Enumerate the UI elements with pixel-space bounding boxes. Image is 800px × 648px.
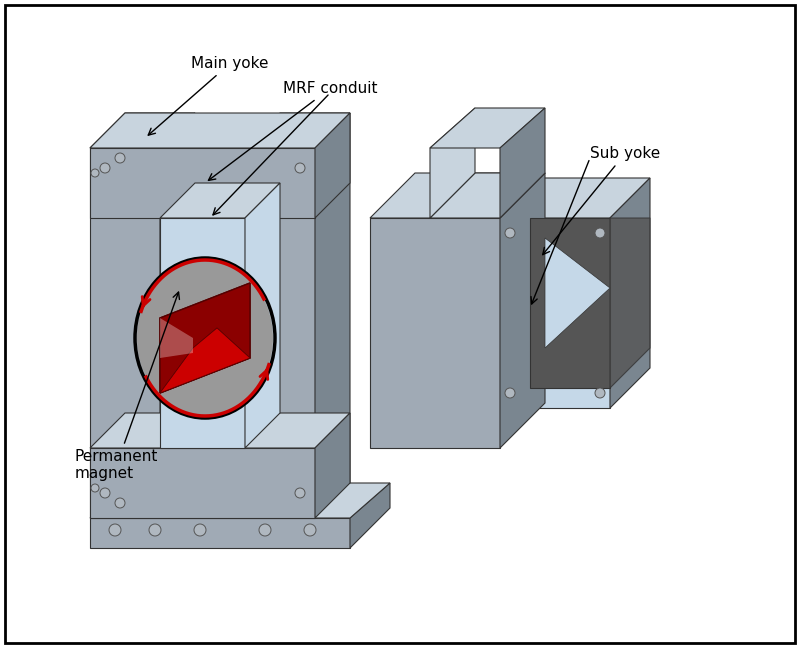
- Circle shape: [100, 488, 110, 498]
- Text: Main yoke: Main yoke: [148, 56, 269, 135]
- Polygon shape: [315, 113, 350, 518]
- Circle shape: [295, 163, 305, 173]
- Polygon shape: [160, 283, 250, 393]
- Circle shape: [100, 163, 110, 173]
- Text: Sub yoke: Sub yoke: [542, 146, 660, 255]
- Circle shape: [304, 524, 316, 536]
- Polygon shape: [160, 183, 280, 218]
- Polygon shape: [500, 173, 545, 448]
- Circle shape: [259, 524, 271, 536]
- Ellipse shape: [137, 260, 273, 416]
- Polygon shape: [430, 173, 545, 218]
- Circle shape: [115, 153, 125, 163]
- Polygon shape: [90, 148, 315, 218]
- Polygon shape: [545, 238, 610, 348]
- Circle shape: [91, 484, 99, 492]
- Polygon shape: [490, 178, 650, 218]
- Polygon shape: [90, 448, 315, 518]
- Circle shape: [505, 388, 515, 398]
- Circle shape: [194, 524, 206, 536]
- Polygon shape: [430, 108, 545, 148]
- Polygon shape: [90, 113, 195, 148]
- Polygon shape: [90, 518, 350, 548]
- Polygon shape: [160, 283, 250, 393]
- Circle shape: [149, 524, 161, 536]
- Polygon shape: [160, 318, 193, 358]
- Polygon shape: [160, 113, 195, 518]
- Polygon shape: [90, 113, 350, 148]
- Polygon shape: [160, 328, 250, 393]
- Circle shape: [91, 169, 99, 177]
- Polygon shape: [245, 183, 280, 448]
- Polygon shape: [160, 218, 245, 448]
- Circle shape: [295, 488, 305, 498]
- Polygon shape: [245, 148, 315, 518]
- Polygon shape: [245, 113, 350, 148]
- Circle shape: [595, 228, 605, 238]
- Polygon shape: [500, 108, 545, 218]
- Polygon shape: [610, 178, 650, 408]
- Polygon shape: [90, 148, 160, 518]
- Circle shape: [115, 498, 125, 508]
- Polygon shape: [90, 483, 390, 518]
- Polygon shape: [370, 173, 545, 218]
- Circle shape: [595, 388, 605, 398]
- Polygon shape: [90, 413, 350, 448]
- Polygon shape: [370, 218, 500, 448]
- Polygon shape: [350, 483, 390, 548]
- Circle shape: [505, 228, 515, 238]
- Polygon shape: [430, 108, 475, 218]
- Polygon shape: [315, 113, 350, 218]
- Polygon shape: [610, 218, 650, 388]
- Polygon shape: [490, 218, 610, 408]
- Polygon shape: [315, 413, 350, 518]
- Text: Permanent
magnet: Permanent magnet: [75, 292, 179, 481]
- Polygon shape: [160, 328, 250, 393]
- Text: MRF conduit: MRF conduit: [209, 81, 378, 180]
- Polygon shape: [530, 218, 610, 388]
- Circle shape: [109, 524, 121, 536]
